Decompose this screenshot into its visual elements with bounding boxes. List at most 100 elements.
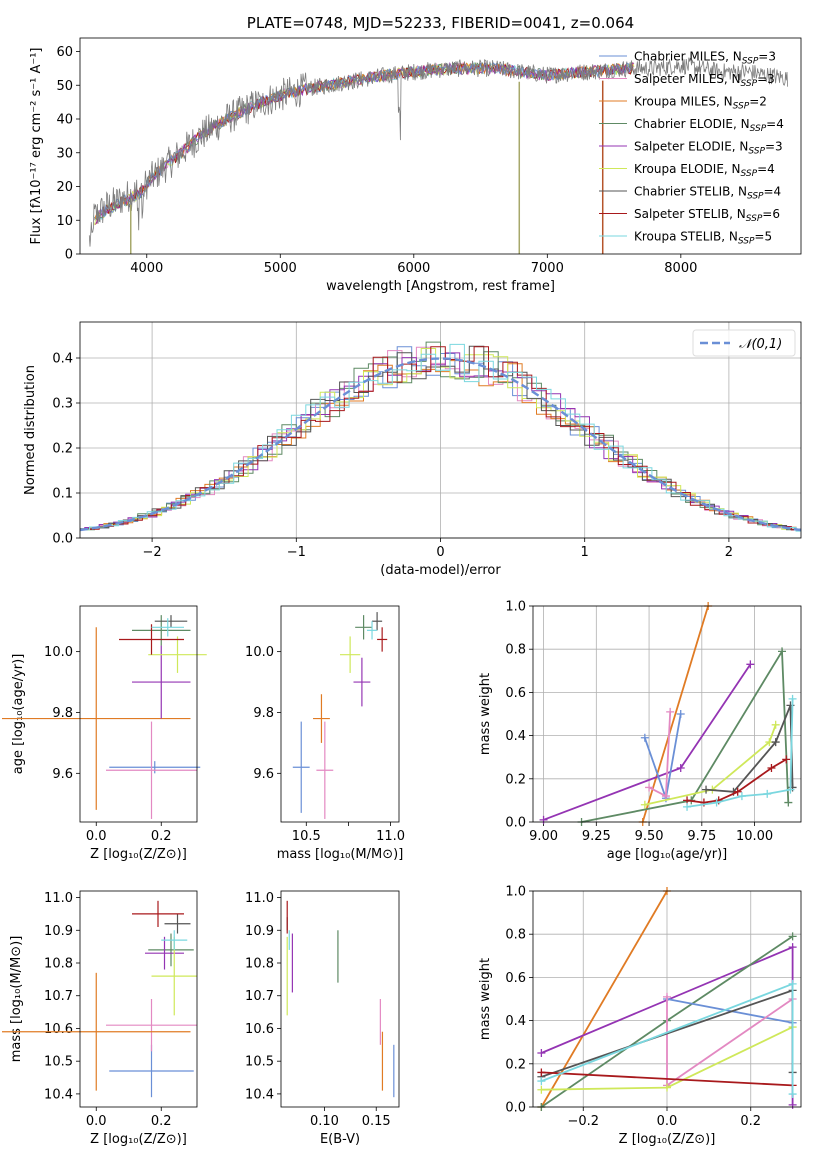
weight-point-marker — [712, 798, 721, 807]
weight-point-marker — [640, 733, 649, 742]
z-vs-age-panel: 0.0 0.2 9.6 9.8 10.0 Z [log₁₀(Z/Z⊙)] age [log₁… — [2, 605, 207, 862]
weight-point-marker — [788, 979, 797, 988]
x-tick-label: 9.50 — [635, 829, 664, 844]
x-tick-label: 5000 — [264, 261, 297, 276]
weight-point-marker — [786, 785, 795, 794]
y-axis-label: mass weight — [478, 673, 493, 755]
legend-label-count: =2 — [749, 95, 767, 109]
x-tick-label: 0.0 — [657, 1114, 678, 1129]
model-spectrum-line — [93, 62, 635, 225]
model-spectrum-line — [96, 62, 633, 222]
legend-entry: Chabrier MILES, NSSP=3 — [634, 50, 776, 67]
y-tick-label: 11.0 — [44, 891, 73, 906]
x-tick-label: 6000 — [397, 261, 430, 276]
weight-point-marker — [784, 798, 793, 807]
weight-point-marker — [778, 647, 787, 656]
legend-label-count: =3 — [765, 140, 783, 154]
y-tick-label: 0.1 — [52, 487, 73, 502]
legend-label-count: =3 — [757, 72, 775, 86]
legend-label-text: Salpeter MILES, N — [634, 72, 741, 86]
x-tick-label: −1 — [287, 545, 306, 560]
axes-frame — [280, 890, 400, 1108]
observed-spectrum-line — [88, 57, 788, 247]
model-spectrum-line — [93, 61, 634, 224]
legend-entry: Salpeter ELODIE, NSSP=3 — [634, 140, 783, 157]
y-tick-label: 0.2 — [505, 1057, 526, 1072]
ebv-vs-mass-panel: 0.10 0.15 10.4 10.5 10.6 10.7 10.8 10.9 11.0 E(B-… — [245, 890, 400, 1147]
x-tick-label: 10.00 — [736, 829, 773, 844]
legend-label-subscript: SSP — [742, 57, 759, 67]
y-tick-label: 0.2 — [505, 772, 526, 787]
histogram-step-line — [80, 341, 801, 531]
y-tick-label: 60 — [56, 45, 73, 60]
weight-series-line — [581, 648, 790, 823]
x-tick-label: 10.5 — [292, 829, 321, 844]
y-tick-label: 0.0 — [505, 1101, 526, 1116]
y-tick-label: 0 — [65, 248, 73, 263]
axes-frame — [79, 37, 802, 255]
weight-point-marker — [666, 707, 675, 716]
histogram-step-line — [80, 343, 801, 532]
legend-entry: Chabrier ELODIE, NSSP=4 — [634, 117, 784, 134]
x-tick-label: 4000 — [130, 261, 163, 276]
y-tick-label: 0.2 — [52, 442, 73, 457]
x-tick-label: 1 — [581, 545, 589, 560]
y-tick-label: 10.6 — [245, 1022, 274, 1037]
y-tick-label: 50 — [56, 79, 73, 94]
x-axis-label: wavelength [Angstrom, rest frame] — [326, 279, 555, 294]
weight-point-marker — [746, 660, 755, 669]
weight-series-line — [644, 724, 777, 806]
x-tick-label: −0.2 — [567, 1114, 599, 1129]
legend-entry: Kroupa STELIB, NSSP=5 — [634, 230, 772, 247]
weight-point-marker — [763, 789, 772, 798]
y-tick-label: 10.8 — [245, 957, 274, 972]
weight-point-marker — [788, 932, 797, 941]
legend-label-subscript: SSP — [741, 169, 758, 179]
legend-label-subscript: SSP — [746, 214, 763, 224]
x-axis-label: mass [log₁₀(M/M⊙)] — [277, 847, 404, 862]
weight-point-marker — [645, 783, 654, 792]
axes-frame — [532, 890, 802, 1108]
weight-point-marker — [539, 815, 548, 824]
legend-label-subscript: SSP — [741, 79, 758, 89]
y-tick-label: 10.6 — [44, 1022, 73, 1037]
model-spectrum-line — [93, 61, 635, 226]
y-tick-label: 10.7 — [44, 989, 73, 1004]
normal-reference-curve — [79, 357, 802, 532]
x-tick-label: 9.25 — [582, 829, 611, 844]
axes-frame — [79, 605, 198, 823]
legend-label-text: Chabrier MILES, N — [634, 50, 742, 64]
y-tick-label: 10.8 — [44, 957, 73, 972]
legend-label-subscript: SSP — [747, 192, 764, 202]
legend-label-text: Salpeter STELIB, N — [634, 207, 746, 221]
x-tick-label: 0.0 — [86, 829, 107, 844]
weight-point-marker — [733, 787, 742, 796]
x-tick-label: 7000 — [531, 261, 564, 276]
y-tick-label: 10.9 — [245, 924, 274, 939]
spectrum-panel: 4000 5000 6000 7000 8000 0 10 20 30 40 50 60 PLATE=0… — [29, 14, 802, 294]
weight-point-marker — [640, 800, 649, 809]
x-tick-label: 0.10 — [310, 1114, 339, 1129]
weight-point-marker — [737, 792, 746, 801]
weight-point-marker — [771, 720, 780, 729]
y-tick-label: 30 — [56, 146, 73, 161]
x-tick-label: 0.0 — [86, 1114, 107, 1129]
legend-label-subscript: SSP — [738, 237, 755, 247]
weight-point-marker — [663, 1083, 671, 1092]
y-tick-label: 0.6 — [505, 971, 526, 986]
x-tick-label: 11.0 — [376, 829, 405, 844]
y-tick-label: 9.6 — [52, 767, 73, 782]
weight-point-marker — [788, 1100, 797, 1109]
weight-point-marker — [661, 792, 670, 801]
legend-label-text: Kroupa ELODIE, N — [634, 162, 741, 176]
legend-label-count: =5 — [754, 230, 772, 244]
legend-label: 𝒩(0,1) — [739, 337, 782, 352]
axes-frame — [280, 605, 400, 823]
weight-point-marker — [683, 802, 692, 811]
x-axis-label: Z [log₁₀(Z/Z⊙)] — [90, 1132, 187, 1147]
weight-series-line — [686, 698, 794, 808]
y-tick-label: 10.4 — [44, 1087, 73, 1102]
legend-entry: Salpeter STELIB, NSSP=6 — [634, 207, 780, 224]
y-tick-label: 0.4 — [505, 1014, 526, 1029]
